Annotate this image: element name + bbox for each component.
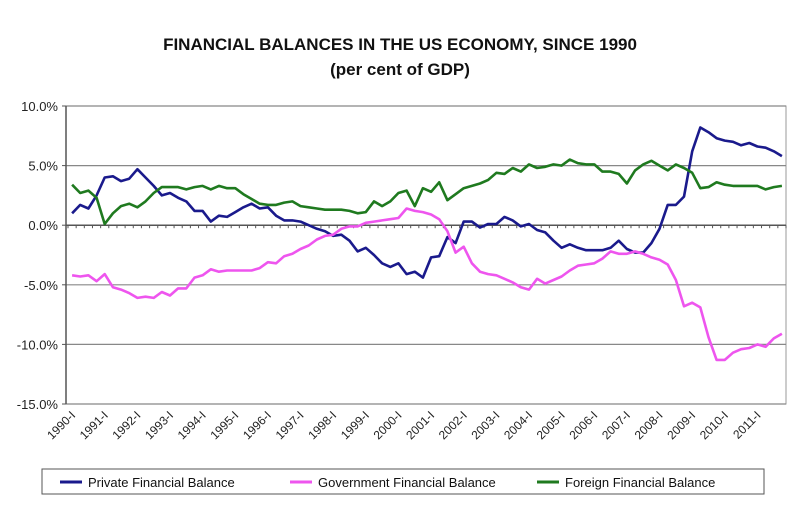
x-tick-label: 1993-I [142,408,176,442]
x-tick-label: 1995-I [207,408,241,442]
x-tick-label: 2007-I [599,408,633,442]
x-tick-label: 1998-I [305,408,339,442]
x-tick-label: 1999-I [338,408,372,442]
x-tick-label: 2005-I [534,408,568,442]
legend-label: Government Financial Balance [318,475,496,490]
x-tick-label: 1996-I [240,408,274,442]
x-tick-label: 1994-I [175,408,209,442]
x-tick-label: 2006-I [566,408,600,442]
legend-box [41,468,765,495]
x-tick-label: 1992-I [110,408,144,442]
y-tick-label: -5.0% [24,278,58,293]
series-line-0 [71,126,783,279]
x-tick-label: 1997-I [273,408,307,442]
series-line-1 [71,207,783,362]
x-tick-label: 2010-I [697,408,731,442]
chart-subtitle: (per cent of GDP) [330,60,470,79]
x-tick-label: 2002-I [436,408,470,442]
x-tick-label: 2001-I [403,408,437,442]
y-tick-label: -15.0% [17,397,59,412]
legend-label: Foreign Financial Balance [565,475,715,490]
chart-title: FINANCIAL BALANCES IN THE US ECONOMY, SI… [163,35,637,54]
x-tick-label: 2003-I [469,408,503,442]
legend-label: Private Financial Balance [88,475,235,490]
x-tick-label: 2004-I [501,408,535,442]
x-tick-label: 2009-I [664,408,698,442]
x-tick-label: 2011-I [730,408,763,441]
legend: Private Financial Balance Government Fina… [41,468,765,495]
x-tick-label: 2000-I [371,408,405,442]
y-tick-label: 0.0% [28,218,58,233]
x-tick-label: 1991-I [77,408,111,442]
x-tick-label: 2008-I [632,408,666,442]
y-tick-label: 10.0% [21,99,58,114]
plot-area [65,105,787,405]
series-line-2 [71,158,783,226]
y-tick-label: 5.0% [28,159,58,174]
y-tick-label: -10.0% [17,337,59,352]
x-tick-label: 1990-I [44,408,78,442]
